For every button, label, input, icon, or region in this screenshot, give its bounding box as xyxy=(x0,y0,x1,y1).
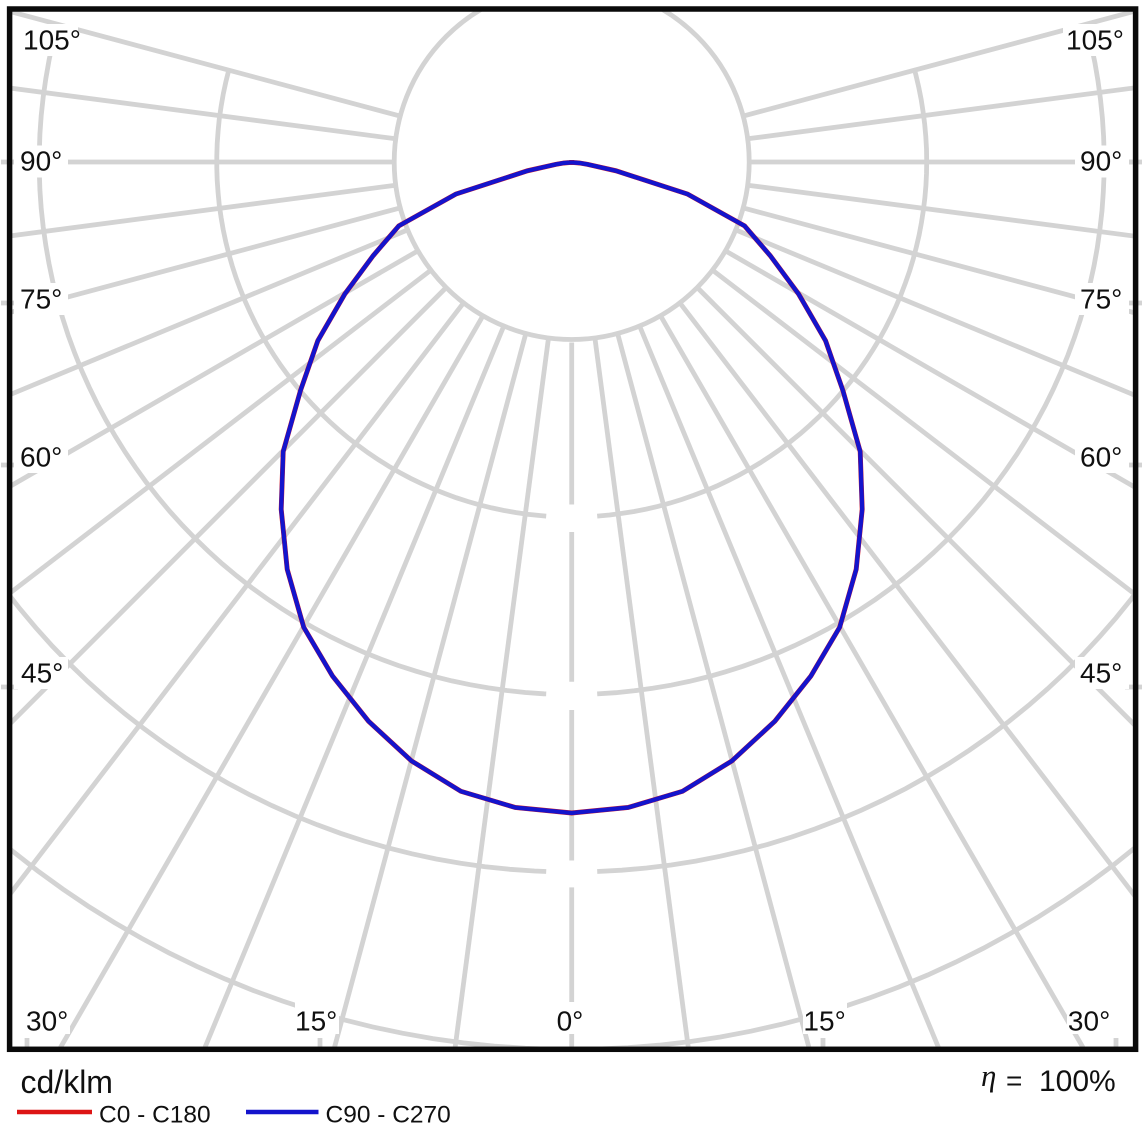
svg-text:45°: 45° xyxy=(1080,658,1122,689)
svg-text:30°: 30° xyxy=(26,1006,68,1037)
svg-text:105°: 105° xyxy=(23,25,81,56)
svg-text:15°: 15° xyxy=(295,1006,337,1037)
svg-text:90°: 90° xyxy=(20,146,62,177)
svg-text:75°: 75° xyxy=(20,284,62,315)
svg-text:15°: 15° xyxy=(803,1006,845,1037)
svg-text:0°: 0° xyxy=(557,1006,584,1037)
svg-text:C0 - C180: C0 - C180 xyxy=(99,1102,211,1129)
svg-text:C90 - C270: C90 - C270 xyxy=(326,1102,451,1129)
svg-text:cd/klm: cd/klm xyxy=(21,1064,113,1100)
svg-text:90°: 90° xyxy=(1080,146,1122,177)
svg-text:60°: 60° xyxy=(1080,442,1122,473)
svg-text:105°: 105° xyxy=(1066,25,1124,56)
svg-text:75°: 75° xyxy=(1080,284,1122,315)
svg-text:30°: 30° xyxy=(1068,1006,1110,1037)
svg-text:60°: 60° xyxy=(20,442,62,473)
svg-text:η: η xyxy=(981,1058,996,1093)
svg-text:=: = xyxy=(1006,1065,1022,1096)
svg-text:100%: 100% xyxy=(1039,1065,1116,1098)
svg-text:45°: 45° xyxy=(21,658,63,689)
